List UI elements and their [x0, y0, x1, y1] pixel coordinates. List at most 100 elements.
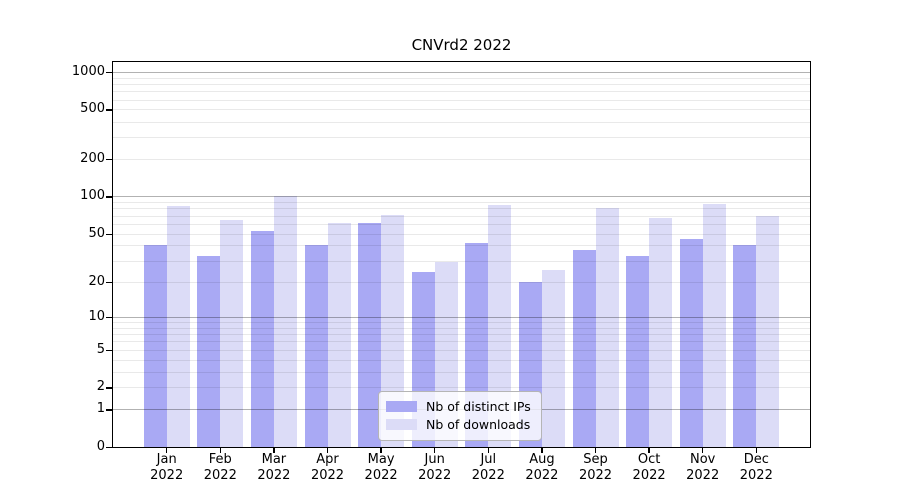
gridline-minor-400	[113, 121, 810, 123]
bar-downloads-dec-2022	[756, 215, 780, 447]
gridline-minor-60	[113, 223, 810, 225]
x-tick-label-year: 2022	[257, 468, 291, 483]
gridline-minor-30	[113, 260, 810, 262]
gridline-minor-50	[113, 233, 810, 235]
x-tick-label-year: 2022	[471, 468, 505, 483]
bar-downloads-may-2022	[381, 214, 405, 447]
legend-swatch-downloads-icon	[386, 419, 417, 430]
x-tick-label-aug: Aug 2022	[510, 452, 574, 484]
x-tick-label-may: May 2022	[349, 452, 413, 484]
bar-downloads-jul-2022	[488, 205, 512, 447]
x-tick-label-year: 2022	[739, 468, 773, 483]
bar-downloads-jan-2022	[166, 205, 190, 447]
y-tick-label-1000: 1000	[71, 63, 105, 79]
gridline-minor-900	[113, 77, 810, 79]
gridline-minor-40	[113, 245, 810, 247]
y-tick-label-10: 10	[88, 308, 105, 324]
x-tick-label-month: Dec	[743, 452, 769, 467]
bar-distinct-ips-mar-2022	[250, 231, 274, 447]
plot-area	[112, 61, 811, 448]
bar-distinct-ips-dec-2022	[733, 245, 757, 447]
gridline-minor-3	[113, 371, 810, 373]
bar-downloads-oct-2022	[649, 217, 673, 447]
x-tick-label-month: Apr	[316, 452, 339, 467]
x-tick-label-year: 2022	[632, 468, 666, 483]
y-tick-mark-20	[106, 281, 112, 284]
y-tick-mark-1000	[106, 71, 112, 74]
x-tick-label-year: 2022	[150, 468, 184, 483]
y-tick-mark-1	[106, 409, 112, 411]
x-tick-label-year: 2022	[578, 468, 613, 483]
gridline-major-1000	[113, 71, 810, 73]
bar-distinct-ips-may-2022	[358, 222, 382, 447]
x-tick-label-month: Jun	[424, 452, 445, 467]
x-tick-label-month: Sep	[583, 452, 608, 467]
x-tick-mark-jun	[434, 448, 436, 453]
bar-downloads-nov-2022	[702, 203, 726, 447]
y-tick-mark-0	[106, 447, 112, 449]
y-tick-label-100: 100	[80, 188, 105, 204]
bar-downloads-sep-2022	[595, 208, 619, 447]
gridline-minor-2	[113, 387, 810, 389]
x-tick-label-month: Aug	[529, 452, 555, 467]
gridline-minor-90	[113, 202, 810, 204]
gridline-minor-800	[113, 83, 810, 85]
x-tick-mark-dec	[755, 448, 757, 453]
legend-label-distinct-ips: Nb of distinct IPs	[426, 399, 531, 414]
x-tick-label-year: 2022	[310, 468, 345, 483]
x-tick-label-jun: Jun 2022	[403, 452, 467, 484]
x-tick-label-year: 2022	[525, 468, 559, 483]
x-tick-label-year: 2022	[418, 468, 452, 483]
gridline-minor-6	[113, 341, 810, 343]
gridline-minor-80	[113, 208, 810, 210]
bar-downloads-mar-2022	[273, 196, 297, 447]
bar-distinct-ips-jan-2022	[143, 245, 167, 447]
x-tick-label-sep: Sep 2022	[564, 452, 628, 484]
y-tick-mark-500	[106, 109, 112, 111]
bar-downloads-apr-2022	[327, 222, 351, 447]
gridline-minor-20	[113, 281, 810, 283]
x-tick-label-year: 2022	[364, 468, 398, 483]
gridline-minor-7	[113, 334, 810, 336]
y-tick-mark-5	[106, 349, 112, 352]
bar-downloads-aug-2022	[541, 270, 565, 447]
x-tick-label-apr: Apr 2022	[296, 452, 360, 484]
bar-distinct-ips-nov-2022	[679, 239, 703, 447]
y-tick-label-50: 50	[88, 225, 105, 241]
y-tick-label-5: 5	[96, 341, 105, 357]
x-tick-label-month: May	[367, 452, 395, 467]
x-tick-mark-jan	[166, 448, 168, 453]
x-tick-label-year: 2022	[686, 468, 720, 483]
x-tick-mark-may	[380, 448, 382, 453]
gridline-minor-70	[113, 215, 810, 217]
bar-distinct-ips-oct-2022	[626, 255, 650, 447]
y-tick-mark-10	[106, 316, 112, 319]
bar-downloads-feb-2022	[220, 219, 244, 447]
x-tick-label-month: Mar	[261, 452, 287, 467]
gridline-minor-4	[113, 359, 810, 361]
y-tick-label-20: 20	[88, 273, 105, 289]
x-tick-mark-oct	[648, 448, 650, 453]
x-tick-mark-apr	[326, 448, 329, 453]
x-tick-mark-aug	[541, 448, 543, 453]
y-tick-label-500: 500	[80, 101, 105, 117]
bar-distinct-ips-apr-2022	[304, 245, 328, 447]
gridline-major-10	[113, 316, 810, 318]
bar-distinct-ips-sep-2022	[572, 249, 596, 447]
y-tick-mark-100	[106, 196, 112, 198]
y-tick-label-0: 0	[96, 439, 105, 454]
x-tick-label-oct: Oct 2022	[617, 452, 681, 484]
gridline-minor-5	[113, 349, 810, 351]
x-tick-label-month: Oct	[637, 452, 661, 467]
x-tick-label-mar: Mar 2022	[242, 452, 306, 484]
x-tick-label-nov: Nov 2022	[671, 452, 735, 484]
gridline-minor-500	[113, 109, 810, 111]
y-tick-mark-2	[106, 387, 112, 389]
bar-distinct-ips-feb-2022	[197, 255, 221, 447]
x-tick-label-jan: Jan 2022	[135, 452, 199, 484]
x-tick-label-jul: Jul 2022	[456, 452, 520, 484]
x-tick-label-year: 2022	[203, 468, 237, 483]
legend-row-distinct-ips: Nb of distinct IPs	[386, 398, 533, 415]
gridline-major-100	[113, 196, 810, 198]
